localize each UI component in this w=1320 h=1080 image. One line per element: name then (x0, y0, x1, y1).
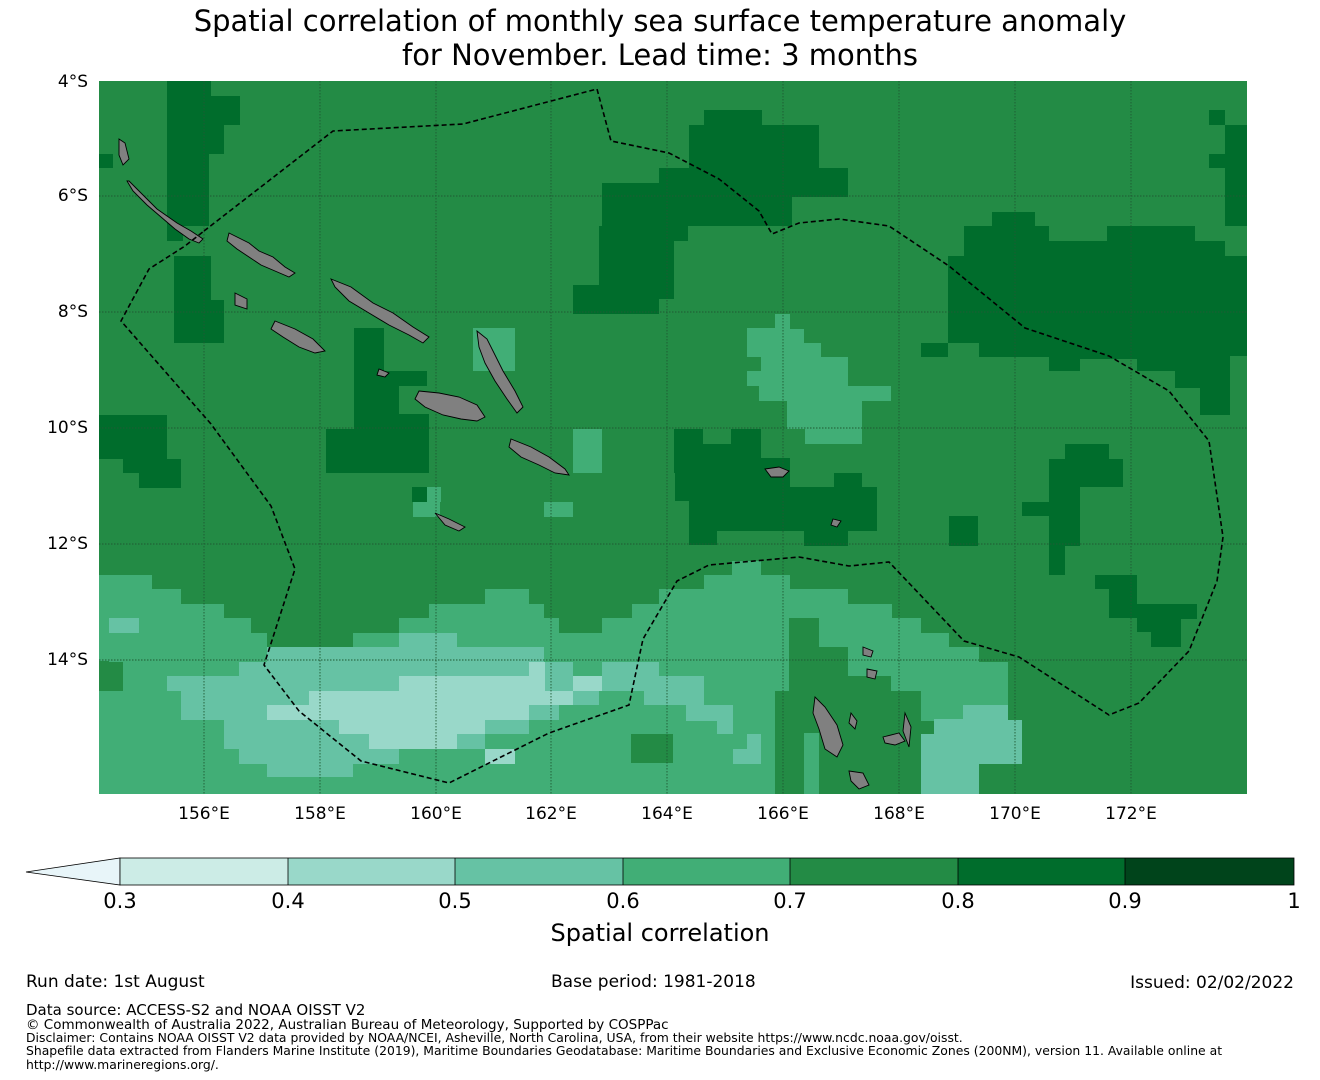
island-malakula (848, 711, 858, 730)
colorbar-bin-0.4 (288, 858, 455, 885)
colorbar-tick-0.8: 0.8 (941, 889, 975, 913)
island-makira (508, 438, 570, 476)
shapefile-text-line-2: http://www.marineregions.org/. (26, 1057, 219, 1072)
field-lowest-patches (267, 662, 602, 764)
shapefile-text-line-1: Shapefile data extracted from Flanders M… (26, 1043, 1223, 1058)
land-masses (118, 138, 912, 790)
island-choiseul (226, 232, 296, 278)
island-vella (234, 292, 248, 310)
lon-label-166e: 166°E (757, 804, 809, 824)
colorbar (25, 857, 1295, 886)
island-epi (848, 770, 870, 790)
island-rennell (434, 512, 466, 532)
island-pentecost (902, 711, 912, 748)
island-gaua (866, 668, 878, 680)
island-guadalcanal (414, 390, 486, 422)
colorbar-tick-1: 1 (1287, 889, 1301, 913)
base-period: Base period: 1981-2018 (551, 972, 756, 992)
island-efate (882, 732, 906, 746)
island-vanikoro (830, 518, 842, 528)
map-gridlines (99, 81, 1247, 794)
island-buka (118, 138, 130, 166)
issued-date: Issued: 02/02/2022 (1130, 973, 1294, 993)
colorbar-bin-0.6 (623, 858, 790, 885)
lon-label-160e: 160°E (410, 804, 462, 824)
lon-label-164e: 164°E (641, 804, 693, 824)
colorbar-bin-0.8 (958, 858, 1125, 885)
colorbar-tick-0.9: 0.9 (1108, 889, 1142, 913)
lon-label-158e: 158°E (294, 804, 346, 824)
colorbar-extend-min (25, 857, 121, 886)
island-malaita (476, 329, 524, 414)
colorbar-tick-0.7: 0.7 (773, 889, 807, 913)
island-ambae (862, 646, 874, 658)
correlation-map (99, 81, 1247, 794)
disclaimer-text: Disclaimer: Contains NOAA OISST V2 data … (26, 1030, 963, 1045)
lat-label-12s: 12°S (47, 534, 88, 554)
run-date: Run date: 1st August (26, 972, 205, 992)
lat-label-4s: 4°S (57, 72, 88, 92)
colorbar-bin-0.3 (120, 858, 288, 885)
eez-boundary (120, 88, 1224, 784)
lat-label-8s: 8°S (57, 302, 88, 322)
island-isabel (330, 278, 430, 344)
lon-label-168e: 168°E (873, 804, 925, 824)
data-source: Data source: ACCESS-S2 and NOAA OISST V2 (26, 1001, 366, 1019)
colorbar-tick-0.5: 0.5 (438, 889, 472, 913)
island-bougainville (126, 180, 204, 244)
colorbar-bin-0.9 (1125, 858, 1294, 885)
island-santa-cruz (764, 466, 790, 478)
colorbar-tick-0.6: 0.6 (606, 889, 640, 913)
lat-label-6s: 6°S (57, 186, 88, 206)
copyright-text: © Commonwealth of Australia 2022, Austra… (26, 1017, 669, 1033)
lon-label-170e: 170°E (989, 804, 1041, 824)
colorbar-tick-0.3: 0.3 (103, 889, 137, 913)
colorbar-bin-0.7 (790, 858, 958, 885)
island-new-georgia (270, 320, 326, 354)
lon-label-162e: 162°E (525, 804, 577, 824)
map-title-line-1: Spatial correlation of monthly sea surfa… (193, 4, 1127, 38)
island-santa-isabel-small (376, 368, 390, 378)
lat-label-14s: 14°S (47, 650, 88, 670)
lat-label-10s: 10°S (47, 418, 88, 438)
field-high-patches (99, 81, 1247, 647)
island-espiritu-santo (812, 696, 844, 758)
map-title-line-2: for November. Lead time: 3 months (401, 38, 919, 72)
colorbar-bin-0.5 (455, 858, 623, 885)
colorbar-label: Spatial correlation (550, 919, 770, 947)
colorbar-tick-0.4: 0.4 (271, 889, 305, 913)
lon-label-172e: 172°E (1105, 804, 1157, 824)
lon-label-156e: 156°E (178, 804, 230, 824)
